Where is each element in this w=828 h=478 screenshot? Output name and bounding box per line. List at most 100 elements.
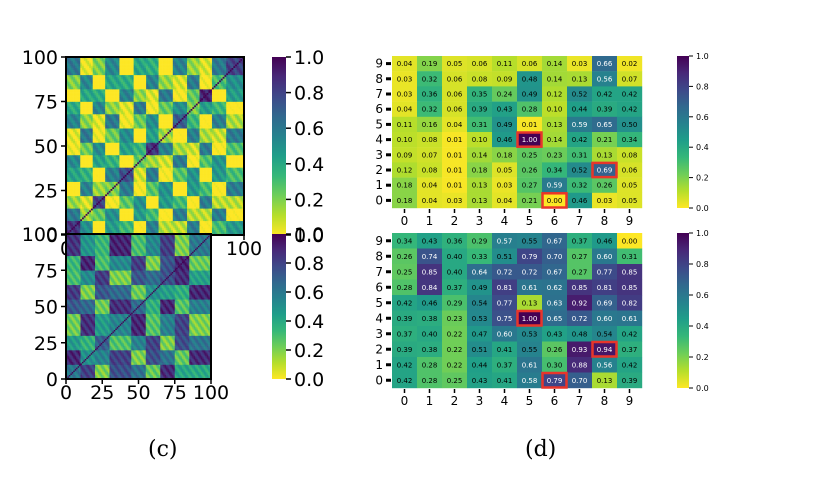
heatmap-cell	[181, 153, 184, 156]
heatmap-cell	[96, 147, 99, 150]
heatmap-cell	[103, 181, 106, 184]
heatmap-cell	[211, 190, 215, 193]
heatmap-cell	[105, 151, 108, 154]
heatmap-cell	[235, 208, 238, 211]
heatmap-cell	[183, 226, 186, 229]
heatmap-cell	[74, 208, 77, 211]
heatmap-cell	[227, 176, 231, 179]
heatmap-cell	[220, 170, 223, 173]
heatmap-cell	[140, 229, 143, 232]
heatmap-cell	[227, 172, 231, 175]
heatmap-cell	[185, 211, 188, 214]
heatmap-cell	[133, 206, 136, 209]
heatmap-cell	[142, 146, 145, 149]
heatmap-cell	[224, 195, 227, 198]
heatmap-cell	[103, 165, 106, 168]
heatmap-cell	[117, 160, 120, 163]
heatmap-cell	[105, 199, 108, 202]
heatmap-cell	[185, 146, 188, 149]
heatmap-cell	[131, 163, 134, 166]
heatmap-cell	[236, 154, 239, 157]
heatmap-cell	[163, 151, 166, 154]
heatmap-cell	[130, 185, 133, 188]
heatmap-cell	[235, 146, 238, 149]
heatmap-cell	[188, 181, 191, 184]
heatmap-cell	[124, 224, 127, 227]
heatmap-cell	[137, 222, 140, 225]
heatmap-cell	[112, 194, 115, 197]
heatmap-cell	[149, 156, 152, 159]
heatmap-cell	[151, 195, 154, 198]
heatmap-cell	[188, 188, 191, 191]
heatmap-cell	[210, 217, 213, 220]
heatmap-cell	[83, 217, 86, 220]
heatmap-cell	[238, 178, 241, 181]
heatmap-cell	[78, 183, 81, 186]
heatmap-cell	[217, 162, 220, 165]
heatmap-cell	[71, 197, 74, 200]
heatmap-cell	[199, 181, 202, 184]
heatmap-cell	[181, 147, 184, 150]
heatmap-cell	[208, 179, 211, 182]
heatmap-cell	[174, 227, 177, 230]
heatmap-cell	[112, 213, 115, 216]
heatmap-cell	[78, 194, 81, 197]
heatmap-cell	[176, 217, 179, 220]
heatmap-cell	[160, 202, 163, 206]
heatmap-cell	[119, 181, 122, 184]
heatmap-cell	[137, 194, 140, 197]
heatmap-cell	[238, 172, 241, 175]
heatmap-cell	[76, 169, 79, 172]
heatmap-cell	[133, 154, 136, 157]
heatmap-cell	[210, 181, 213, 184]
heatmap-cell	[110, 197, 113, 200]
heatmap-cell	[98, 204, 101, 207]
heatmap-cell	[137, 204, 140, 207]
heatmap-cell	[78, 165, 81, 168]
heatmap-cell	[112, 217, 115, 220]
heatmap-cell	[222, 231, 225, 234]
heatmap-cell	[187, 146, 190, 149]
heatmap-cell	[83, 183, 86, 186]
heatmap-cell	[174, 151, 177, 154]
heatmap-cell	[87, 188, 90, 191]
heatmap-cell	[89, 183, 92, 186]
heatmap-cell	[110, 151, 113, 154]
heatmap-cell	[124, 201, 127, 204]
heatmap-cell	[80, 188, 83, 191]
heatmap-cell	[78, 169, 81, 172]
heatmap-cell	[71, 165, 74, 168]
heatmap-cell	[110, 199, 113, 202]
heatmap-cell	[169, 204, 172, 207]
heatmap-cell	[229, 188, 232, 191]
heatmap-cell	[208, 149, 211, 152]
heatmap-cell	[199, 185, 202, 188]
heatmap-cell	[224, 208, 227, 211]
heatmap-cell	[238, 194, 241, 197]
heatmap-cell	[231, 156, 234, 159]
heatmap-cell	[195, 163, 199, 166]
heatmap-cell	[126, 174, 129, 177]
heatmap-cell	[183, 186, 186, 190]
heatmap-cell	[160, 186, 163, 190]
heatmap-cell	[231, 217, 234, 220]
heatmap-cell	[190, 194, 193, 197]
heatmap-cell	[105, 178, 108, 181]
heatmap-cell	[227, 178, 231, 181]
heatmap-cell	[155, 206, 158, 209]
heatmap-cell	[126, 213, 129, 216]
heatmap-cell	[112, 167, 115, 170]
heatmap-cell	[195, 158, 199, 161]
heatmap-cell	[183, 167, 186, 170]
heatmap-cell	[201, 197, 204, 200]
heatmap-cell	[155, 153, 158, 156]
heatmap-cell	[153, 178, 156, 181]
heatmap-cell	[142, 192, 145, 195]
heatmap-cell	[220, 183, 223, 186]
heatmap-cell	[108, 222, 111, 225]
heatmap-cell	[114, 170, 117, 173]
heatmap-cell	[217, 186, 220, 190]
heatmap-cell	[183, 165, 186, 168]
heatmap-cell	[229, 201, 232, 204]
heatmap-cell	[190, 210, 193, 213]
